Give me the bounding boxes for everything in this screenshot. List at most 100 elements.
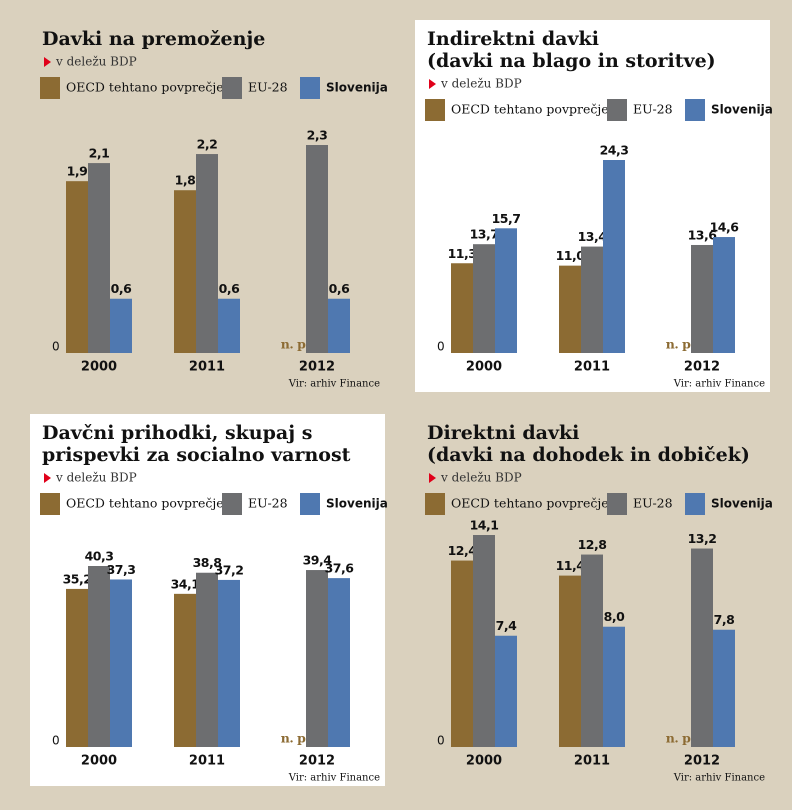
x-tick-label: 2000 xyxy=(466,360,502,375)
bar xyxy=(88,163,110,353)
legend-label: Slovenija xyxy=(711,103,773,117)
legend-swatch xyxy=(300,493,320,515)
legend-swatch xyxy=(300,77,320,99)
legend-swatch xyxy=(607,493,627,515)
bar xyxy=(451,560,473,747)
legend-label: Slovenija xyxy=(326,497,388,511)
bar xyxy=(110,579,132,747)
x-tick-label: 2012 xyxy=(684,754,720,769)
x-tick-label: 2000 xyxy=(81,360,117,375)
bar xyxy=(713,629,735,747)
chart-title: (davki na blago in storitve) xyxy=(427,50,716,72)
bar xyxy=(603,160,625,353)
legend-label: OECD tehtano povprečje xyxy=(451,102,609,117)
value-label: 11,4 xyxy=(556,558,586,573)
chart-title: Indirektni davki xyxy=(427,28,599,50)
bar xyxy=(691,244,713,353)
legend-swatch xyxy=(425,493,445,515)
x-tick-label: 2000 xyxy=(466,754,502,769)
x-tick-label: 2011 xyxy=(574,360,610,375)
value-label: 13,6 xyxy=(688,227,718,242)
value-label: 11,0 xyxy=(556,248,586,263)
bar xyxy=(66,588,88,747)
chart-panel: Direktni davki(davki na dohodek in dobič… xyxy=(415,414,773,786)
subtitle: v deležu BDP xyxy=(440,471,522,485)
value-label: 13,7 xyxy=(470,227,499,242)
bar xyxy=(196,572,218,747)
source: Vir: arhiv Finance xyxy=(288,773,380,784)
not-available-label: n. p. xyxy=(281,731,310,746)
legend-label: OECD tehtano povprečje xyxy=(451,496,609,511)
chart-title: prispevki za socialno varnost xyxy=(42,444,351,466)
x-tick-label: 2011 xyxy=(189,754,225,769)
chart-panel: Indirektni davki(davki na blago in stori… xyxy=(415,20,773,392)
value-label: 40,3 xyxy=(85,549,114,564)
legend-label: Slovenija xyxy=(326,81,388,95)
legend-swatch xyxy=(425,99,445,121)
legend-label: EU-28 xyxy=(633,102,673,117)
source: Vir: arhiv Finance xyxy=(673,773,765,784)
bar xyxy=(66,181,88,353)
value-label: 14,6 xyxy=(710,220,740,235)
subtitle: v deležu BDP xyxy=(55,55,137,69)
subtitle-marker xyxy=(429,473,436,483)
value-label: 39,4 xyxy=(303,553,333,568)
legend-swatch xyxy=(222,77,242,99)
subtitle: v deležu BDP xyxy=(55,471,137,485)
not-available-label: n. p. xyxy=(666,731,695,746)
not-available-label: n. p. xyxy=(281,337,310,352)
bar xyxy=(713,237,735,353)
legend-swatch xyxy=(222,493,242,515)
chart-title: Davki na premoženje xyxy=(42,28,265,50)
y-tick-label: 0 xyxy=(437,734,445,748)
value-label: 37,3 xyxy=(107,562,136,577)
y-tick-label: 0 xyxy=(52,734,60,748)
bar xyxy=(581,554,603,747)
legend-label: EU-28 xyxy=(248,496,288,511)
value-label: 7,4 xyxy=(496,618,517,633)
value-label: 2,3 xyxy=(307,128,328,143)
value-label: 37,2 xyxy=(215,562,244,577)
legend-label: Slovenija xyxy=(711,497,773,511)
bar xyxy=(306,570,328,747)
value-label: 12,4 xyxy=(448,543,478,558)
value-label: 8,0 xyxy=(604,609,625,624)
chart-title: Davčni prihodki, skupaj s xyxy=(42,422,312,444)
chart-title: (davki na dohodek in dobiček) xyxy=(427,444,750,466)
bar xyxy=(306,145,328,353)
not-available-label: n. p. xyxy=(666,337,695,352)
bar xyxy=(451,263,473,353)
x-tick-label: 2012 xyxy=(299,360,335,375)
bar xyxy=(581,246,603,353)
bar xyxy=(473,244,495,353)
value-label: 0,6 xyxy=(329,281,350,296)
source: Vir: arhiv Finance xyxy=(673,379,765,390)
bar xyxy=(603,626,625,747)
y-tick-label: 0 xyxy=(52,340,60,354)
value-label: 12,8 xyxy=(578,537,607,552)
chart-title: Direktni davki xyxy=(427,422,579,444)
value-label: 13,4 xyxy=(578,229,608,244)
legend-swatch xyxy=(607,99,627,121)
bar xyxy=(328,298,350,353)
value-label: 13,2 xyxy=(688,531,717,546)
legend-label: OECD tehtano povprečje xyxy=(66,496,224,511)
x-tick-label: 2000 xyxy=(81,754,117,769)
bar xyxy=(473,535,495,747)
subtitle-marker xyxy=(44,473,51,483)
value-label: 38,8 xyxy=(193,555,222,570)
subtitle-marker xyxy=(44,57,51,67)
bar xyxy=(174,593,196,747)
value-label: 1,9 xyxy=(67,164,88,179)
value-label: 7,8 xyxy=(714,612,735,627)
subtitle-marker xyxy=(429,79,436,89)
value-label: 37,6 xyxy=(325,561,355,576)
x-tick-label: 2012 xyxy=(684,360,720,375)
value-label: 2,1 xyxy=(89,146,110,161)
bar xyxy=(495,228,517,353)
bar xyxy=(495,635,517,747)
legend-swatch xyxy=(40,493,60,515)
bar xyxy=(559,265,581,353)
